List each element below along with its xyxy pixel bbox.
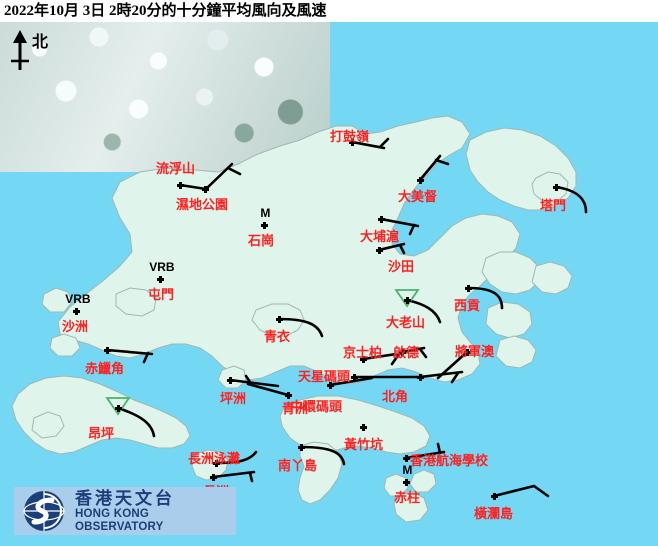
station-marker[interactable] — [276, 316, 283, 323]
station-flag: M — [260, 206, 271, 220]
station-label: 中環碼頭 — [290, 399, 343, 414]
station-marker[interactable] — [210, 474, 217, 481]
station-marker[interactable] — [213, 460, 220, 467]
station-label: 大老山 — [386, 315, 426, 330]
station-marker[interactable] — [399, 349, 406, 356]
station-label: 啟德 — [393, 345, 420, 360]
station-marker[interactable] — [104, 347, 111, 354]
station-marker[interactable] — [465, 285, 472, 292]
station-marker[interactable] — [403, 455, 410, 462]
station-marker[interactable] — [351, 374, 358, 381]
station-marker[interactable] — [417, 177, 424, 184]
station-marker[interactable] — [327, 382, 334, 389]
station-label: 屯門 — [148, 287, 175, 302]
station-label: 京士柏 — [343, 345, 383, 360]
station-label: 濕地公園 — [176, 197, 229, 212]
page-title: 2022年10月 3日 2時20分的十分鐘平均風向及風速 — [4, 3, 327, 19]
station-flag: M — [402, 463, 413, 477]
mainland-satellite-texture — [0, 22, 330, 172]
station-label: 赤鱲角 — [85, 361, 125, 376]
station-label: 黃竹坑 — [344, 437, 384, 452]
station-marker[interactable] — [157, 276, 164, 283]
hko-logo-icon — [23, 491, 65, 531]
station-label: 昂坪 — [88, 426, 115, 441]
station-marker[interactable] — [360, 424, 367, 431]
wind-barb-layer — [105, 137, 588, 498]
station-label: 將軍澳 — [455, 344, 495, 359]
logo-english-name: HONG KONG OBSERVATORY — [75, 507, 164, 533]
station-label: 石崗 — [248, 233, 275, 248]
station-label: 打鼓嶺 — [330, 129, 370, 144]
station-marker[interactable] — [115, 405, 122, 412]
station-label: 香港航海學校 — [410, 453, 489, 468]
compass-north: 北 — [6, 28, 62, 74]
station-label: 大埔滬 — [360, 229, 400, 244]
station-label: 長洲泳灘 — [188, 451, 241, 466]
station-marker[interactable] — [261, 222, 268, 229]
station-marker[interactable] — [285, 392, 292, 399]
station-marker[interactable] — [403, 479, 410, 486]
station-marker[interactable] — [349, 139, 356, 146]
station-marker[interactable] — [298, 444, 305, 451]
station-marker[interactable] — [553, 184, 560, 191]
logo-chinese-name: 香港天文台 — [75, 488, 175, 508]
station-label: 流浮山 — [156, 161, 196, 176]
station-marker[interactable] — [404, 297, 411, 304]
coastline-layer — [11, 115, 577, 523]
station-label: 塔門 — [540, 198, 567, 213]
station-marker[interactable] — [464, 349, 471, 356]
station-marker[interactable] — [417, 374, 424, 381]
station-label: 赤柱 — [394, 490, 421, 505]
station-label: 大美督 — [398, 189, 438, 204]
station-label: 沙洲 — [62, 319, 89, 334]
station-label: 青洲 — [282, 401, 309, 416]
station-marker[interactable] — [378, 216, 385, 223]
north-label: 北 — [32, 34, 49, 51]
station-label: 西貢 — [454, 298, 481, 313]
station-marker[interactable] — [73, 308, 80, 315]
station-label: 青衣 — [264, 329, 291, 344]
station-marker[interactable] — [227, 377, 234, 384]
station-label: 坪洲 — [220, 391, 247, 406]
station-label: 天星碼頭 — [298, 369, 351, 384]
station-marker[interactable] — [376, 247, 383, 254]
station-flag: VRB — [65, 292, 91, 306]
north-arrow-icon — [11, 30, 29, 70]
station-label: 沙田 — [388, 259, 415, 274]
station-label: 北角 — [382, 389, 409, 404]
triangle-icon — [394, 289, 420, 308]
map-canvas: 打鼓嶺流浮山濕地公園 M 石崗 大美督塔門大埔滬沙田 VRB 屯門 VRB 沙洲 大老山 西貢青衣… — [0, 22, 658, 546]
station-flag: VRB — [149, 260, 175, 274]
station-marker[interactable] — [202, 186, 209, 193]
hko-logo: 香港天文台 HONG KONG OBSERVATORY — [14, 487, 236, 535]
station-marker[interactable] — [360, 356, 367, 363]
station-label: 橫瀾島 — [474, 506, 514, 521]
station-marker[interactable] — [491, 493, 498, 500]
station-label: 南丫島 — [278, 458, 318, 473]
station-marker[interactable] — [177, 182, 184, 189]
triangle-icon — [105, 397, 131, 416]
